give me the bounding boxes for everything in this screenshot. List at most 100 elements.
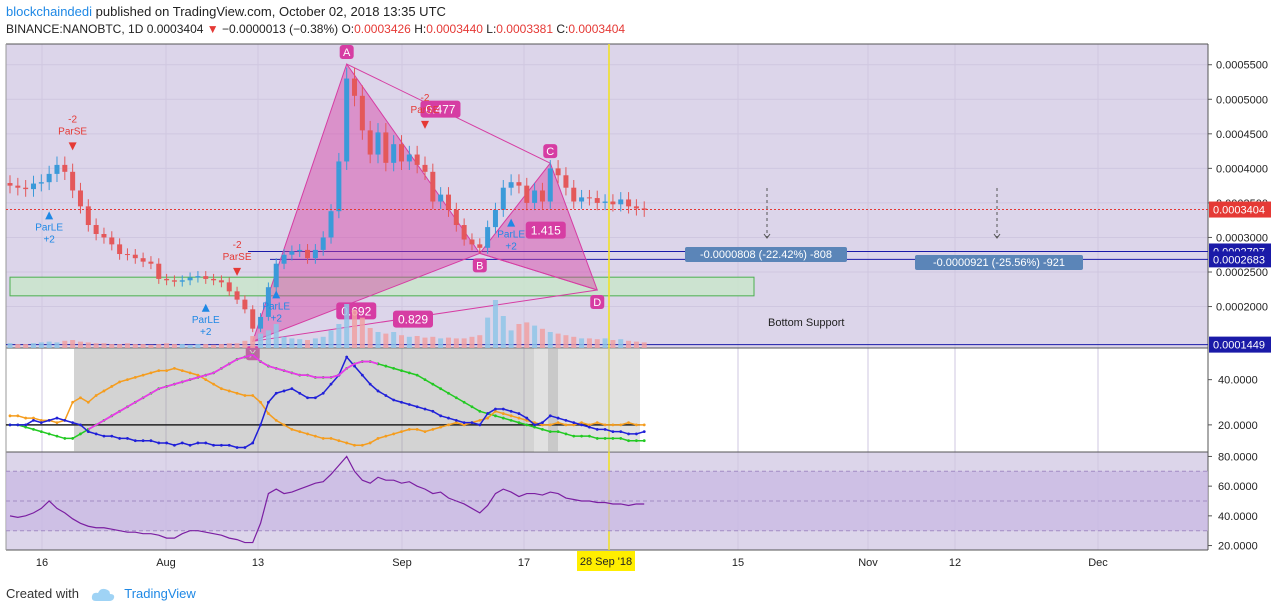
volume-bar (281, 336, 287, 348)
long-signal-arrow-icon (507, 218, 516, 227)
rsi-tick-label: 40.0000 (1218, 511, 1258, 523)
long-signal-sub: +2 (43, 234, 55, 245)
volume-bar (579, 338, 585, 348)
long-signal-arrow-icon (201, 303, 210, 312)
candle-body (164, 278, 170, 281)
tradingview-link[interactable]: TradingView (124, 586, 196, 601)
dmi-plus-line-dot (220, 387, 223, 391)
dmi-adx-line-dot (619, 437, 623, 440)
candle-body (23, 187, 29, 190)
candle-body (250, 309, 256, 329)
dmi-minus-line-dot (306, 396, 309, 400)
volume-bar (391, 332, 397, 348)
candle-body (485, 227, 491, 248)
dmi-minus-line-dot (126, 437, 129, 440)
candle-body (273, 263, 279, 288)
open-label: O: (341, 22, 355, 36)
candle-body (117, 244, 123, 255)
candle-body (305, 249, 311, 259)
dmi-plus-line-dot (337, 439, 341, 443)
dmi-shade (534, 348, 640, 452)
dmi-plus-line-dot (635, 423, 638, 427)
candle-body (594, 198, 600, 203)
dmi-minus-line-dot (204, 441, 208, 445)
dmi-plus-line-dot (204, 378, 208, 382)
volume-bar (265, 330, 271, 348)
candle-body (500, 187, 506, 210)
volume-bar (399, 335, 404, 348)
symbol-label: BINANCE:NANOBTC, 1D (6, 22, 144, 36)
volume-bar (438, 338, 444, 348)
dmi-minus-line-dot (556, 416, 560, 420)
volume-bar (242, 340, 248, 348)
candle-body (430, 171, 436, 202)
volume-bar (70, 340, 76, 348)
volume-bar (500, 316, 506, 348)
dmi-adx-line-dot (564, 432, 568, 436)
dmi-plus-line-dot (431, 427, 435, 431)
dmi-minus-line-dot (173, 443, 176, 447)
candle-body (391, 144, 397, 163)
dmi-adx-line-dot (541, 427, 544, 431)
dmi-plus-line-dot (400, 430, 403, 434)
candle-body (461, 225, 467, 240)
open-value: 0.0003426 (354, 22, 411, 36)
dmi-adx-line-dot (595, 437, 599, 440)
dmi-minus-line-dot (259, 423, 262, 427)
dmi-minus-line-dot (564, 418, 568, 422)
dmi-plus-line-dot (298, 430, 302, 434)
dmi-minus-line-dot (517, 412, 521, 415)
dmi-minus-line-dot (133, 439, 137, 443)
support-label: Bottom Support (768, 317, 844, 329)
price-tick-label: 0.0005000 (1216, 94, 1268, 106)
dmi-minus-line-dot (220, 443, 223, 447)
dmi-adx-line-dot (392, 366, 396, 370)
dmi-minus-line-dot (55, 416, 59, 420)
volume-bar (359, 317, 365, 348)
candle-body (226, 282, 232, 292)
dmi-minus-line-dot (110, 434, 114, 438)
volume-bar (156, 344, 162, 348)
candle-body (54, 164, 60, 174)
dmi-minus-line-dot (360, 373, 364, 377)
measure-label: -0.0000808 (-22.42%) -808 (700, 249, 832, 261)
author-link[interactable]: blockchaindedi (6, 4, 93, 19)
candle-body (297, 249, 303, 252)
dmi-adx-line-dot (55, 434, 59, 438)
dmi-adx-line-dot (533, 425, 537, 429)
time-tick-label: Aug (156, 557, 176, 569)
candle-body (179, 280, 185, 282)
dmi-adx-line-dot (572, 434, 576, 438)
publish-info: blockchaindedi published on TradingView.… (6, 4, 446, 19)
dmi-adx-line-dot (423, 378, 427, 382)
volume-bar (203, 344, 209, 348)
dmi-minus-line-dot (541, 421, 544, 425)
dmi-minus-line-dot (509, 409, 513, 413)
candle-body (195, 276, 201, 278)
dmi-minus-line-dot (149, 439, 153, 443)
dmi-minus-line-dot (431, 409, 435, 413)
dmi-plus-line-dot (321, 437, 325, 440)
dmi-plus-line-dot (274, 418, 278, 422)
candle-body (641, 208, 647, 210)
dmi-minus-line-dot (635, 432, 638, 436)
measure-badge (685, 247, 847, 262)
dmi-plus-line-dot (556, 421, 560, 425)
candle-body (101, 234, 107, 238)
candle-body (571, 187, 577, 202)
volume-bar (305, 340, 311, 348)
dmi-plus-line-dot (149, 371, 153, 375)
dmi-plus-line-dot (627, 421, 630, 425)
dmi-minus-line-dot (24, 423, 28, 427)
dmi-minus-line-dot (227, 443, 231, 447)
dmi-plus-line-dot (642, 423, 646, 427)
dmi-minus-line-dot (627, 432, 630, 436)
rsi-tick-label: 80.0000 (1218, 451, 1258, 463)
dmi-adx-line-dot (470, 405, 474, 409)
candle-body (445, 194, 451, 210)
dmi-adx-line-dot (642, 439, 646, 443)
price-tick-label: 0.0003000 (1216, 232, 1268, 244)
candle-body (70, 171, 76, 191)
dmi-minus-line-dot (118, 437, 122, 440)
